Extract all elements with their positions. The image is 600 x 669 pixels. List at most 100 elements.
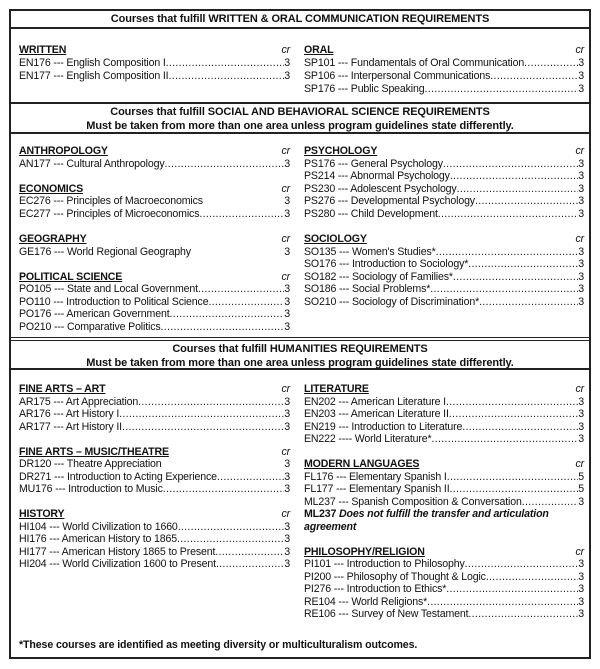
group-title: LITERATURE (304, 383, 369, 395)
course-name: SP101 --- Fundamentals of Oral Communica… (304, 57, 525, 69)
section-body-communication: WRITTEN cr EN176 --- English Composition I… (11, 29, 589, 104)
course-row: EN219 --- Introduction to Literature 3 (304, 421, 584, 434)
course-row: PO105 --- State and Local Government 3 (19, 283, 290, 296)
credits-label: cr (281, 445, 290, 458)
credits-label: cr (281, 232, 290, 245)
course-name: PO110 --- Introduction to Political Scie… (19, 295, 209, 308)
dot-leader (199, 208, 284, 221)
group-title: MODERN LANGUAGES (304, 458, 420, 470)
credits-label: cr (281, 145, 290, 157)
dot-leader (177, 533, 284, 546)
course-credits: 3 (284, 245, 290, 258)
course-name: PS230 --- Adolescent Psychology (304, 182, 457, 195)
course-name: EC276 --- Principles of Macroeconomics (19, 195, 203, 208)
course-credits: 3 (284, 533, 290, 545)
course-row: DR120 --- Theatre Appreciation 3 (19, 458, 290, 471)
dot-leader (449, 408, 579, 421)
group-header: ECONOMICS cr (19, 183, 290, 196)
course-row: AR175 --- Art Appreciation 3 (19, 396, 290, 409)
dot-leader (217, 471, 284, 484)
dot-leader (479, 296, 578, 309)
dot-leader (168, 70, 284, 83)
course-credits: 3 (578, 420, 584, 433)
dot-leader (165, 158, 285, 171)
course-name: DR120 --- Theatre Appreciation (19, 458, 162, 470)
group-header: FINE ARTS – ART cr (19, 383, 290, 396)
credits-label: cr (575, 145, 584, 157)
course-row: HI177 --- American History 1865 to Prese… (19, 546, 290, 559)
dot-leader (138, 396, 284, 409)
course-credits: 3 (284, 207, 290, 220)
course-name: MU176 --- Introduction to Music (19, 483, 163, 495)
credits-label: cr (281, 270, 290, 283)
dot-leader (208, 296, 284, 309)
group-header: ANTHROPOLOGY cr (19, 145, 290, 158)
dot-leader (162, 458, 285, 471)
dot-leader (457, 183, 579, 196)
dot-leader (122, 421, 284, 434)
course-credits: 3 (284, 157, 290, 170)
course-credits: 3 (578, 433, 584, 445)
group-header: PSYCHOLOGY cr (304, 145, 584, 158)
course-row: RE106 --- Survey of New Testament 3 (304, 608, 584, 621)
dot-leader (431, 433, 578, 446)
course-name: AR175 --- Art Appreciation (19, 395, 139, 408)
group-title: ORAL (304, 44, 334, 56)
group-title: ECONOMICS (19, 182, 83, 195)
dot-leader (443, 158, 578, 171)
course-name: PI200 --- Philosophy of Thought & Logic (304, 570, 486, 583)
group-header: POLITICAL SCIENCE cr (19, 271, 290, 284)
course-name: EN222 ---- World Literature* (304, 433, 432, 445)
section-header-line: Courses that fulfill HUMANITIES REQUIREM… (172, 343, 428, 355)
course-credits: 3 (578, 558, 584, 570)
course-name: SO210 --- Sociology of Discrimination* (304, 296, 480, 309)
course-credits: 3 (578, 83, 584, 95)
course-row: PS214 --- Abnormal Psychology 3 (304, 170, 584, 183)
dot-leader (430, 283, 578, 296)
course-group: PSYCHOLOGY cr PS176 --- General Psychology… (304, 145, 584, 221)
course-credits: 5 (578, 483, 584, 495)
section-header-social-science: Courses that fulfill SOCIAL AND BEHAVIOR… (11, 104, 589, 134)
dot-leader (170, 308, 285, 321)
course-name: PI276 --- Introduction to Ethics* (304, 583, 447, 595)
group-title: HISTORY (19, 508, 65, 520)
group-title: FINE ARTS – ART (19, 383, 106, 395)
dot-leader (447, 471, 579, 484)
right-column: ORAL cr SP101 --- Fundamentals of Oral Com… (304, 44, 584, 96)
course-credits: 3 (284, 321, 290, 334)
course-credits: 3 (578, 207, 584, 220)
course-credits: 3 (284, 283, 290, 296)
course-group: POLITICAL SCIENCE cr PO105 --- State and L… (19, 271, 290, 334)
note-text: Does not fulfill the transfer and articu… (304, 508, 549, 533)
course-row: HI176 --- American History to 1865 3 (19, 533, 290, 546)
group-header: PHILOSOPHY/RELIGION cr (304, 546, 584, 559)
section-body-social-science: ANTHROPOLOGY cr AN177 --- Cultural Anthrop… (11, 134, 589, 341)
credits-label: cr (575, 233, 584, 246)
group-header: ORAL cr (304, 44, 584, 57)
dot-leader (178, 521, 285, 534)
dot-leader (490, 70, 578, 83)
dot-leader (446, 396, 578, 409)
course-credits: 3 (284, 395, 290, 408)
course-name: PO210 --- Comparative Politics (19, 321, 161, 334)
group-title: WRITTEN (19, 44, 67, 56)
footnote: *These courses are identified as meeting… (19, 639, 418, 651)
course-row: PO176 --- American Government 3 (19, 308, 290, 321)
section-body-humanities: FINE ARTS – ART cr AR175 --- Art Appreciat… (11, 370, 589, 653)
course-name: AR177 --- Art History II (19, 420, 122, 433)
course-credits: 3 (578, 495, 584, 508)
course-note: ML237 Does not fulfill the transfer and … (304, 508, 584, 533)
course-name: EC277 --- Principles of Microeconomics (19, 207, 200, 220)
course-name: PI101 --- Introduction to Philosophy (304, 558, 465, 570)
course-credits: 3 (578, 570, 584, 583)
course-row: ML237 --- Spanish Composition & Conversa… (304, 496, 584, 509)
course-group: FINE ARTS – MUSIC/THEATRE cr DR120 --- The… (19, 446, 290, 496)
course-name: HI104 --- World Civilization to 1660 (19, 520, 178, 533)
credits-label: cr (281, 44, 290, 56)
course-group: PHILOSOPHY/RELIGION cr PI101 --- Introduct… (304, 546, 584, 621)
course-group: ANTHROPOLOGY cr AN177 --- Cultural Anthrop… (19, 145, 290, 170)
course-row: SO182 --- Sociology of Families* 3 (304, 271, 584, 284)
course-group: LITERATURE cr EN202 --- American Literatur… (304, 383, 584, 446)
course-credits: 3 (578, 296, 584, 309)
dot-leader (450, 483, 579, 496)
